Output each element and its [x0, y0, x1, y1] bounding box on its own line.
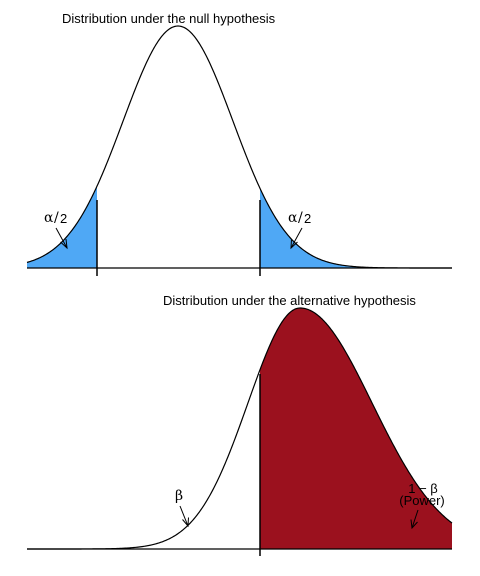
right-alpha-denominator: 2	[304, 211, 311, 226]
alt-panel-title: Distribution under the alternative hypot…	[163, 293, 416, 308]
left-alpha-symbol: α	[44, 210, 54, 226]
power-label-line2: (Power)	[399, 493, 445, 508]
left-alpha-slash: /	[54, 210, 59, 226]
alternative-distribution-panel: Distribution under the alternative hypot…	[27, 293, 453, 556]
beta-arrow	[179, 505, 189, 528]
power-region	[260, 308, 452, 549]
right-alpha-symbol: α	[288, 210, 298, 226]
power-label-line1: 1 − β	[408, 481, 438, 496]
right-alpha-slash: /	[298, 210, 303, 226]
null-panel-title: Distribution under the null hypothesis	[62, 11, 276, 26]
left-alpha-half-label: α / 2	[44, 210, 67, 226]
beta-label: β	[175, 488, 183, 504]
null-left-rejection-region	[27, 186, 97, 268]
right-alpha-half-label: α / 2	[288, 210, 311, 226]
right-alpha-arrow	[290, 227, 303, 250]
null-right-rejection-region	[260, 188, 452, 268]
left-alpha-arrow	[55, 227, 68, 250]
left-alpha-denominator: 2	[60, 211, 67, 226]
null-distribution-panel: Distribution under the null hypothesis α…	[26, 11, 452, 276]
power-arrow	[410, 509, 419, 530]
